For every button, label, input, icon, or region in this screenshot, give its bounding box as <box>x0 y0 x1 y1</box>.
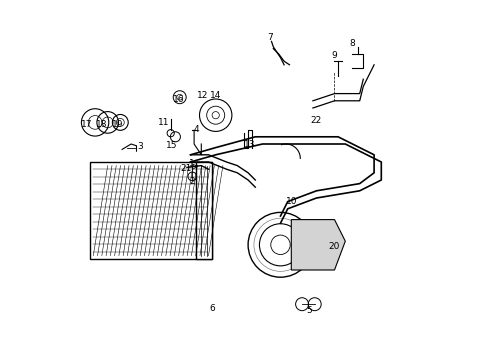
Text: 18: 18 <box>95 120 107 129</box>
Bar <box>196 162 212 259</box>
Text: 17: 17 <box>81 120 93 129</box>
Text: 7: 7 <box>267 33 273 42</box>
Text: 2: 2 <box>189 177 195 186</box>
Text: 10: 10 <box>285 197 297 206</box>
Text: 16: 16 <box>173 95 184 104</box>
Text: 12: 12 <box>197 91 208 100</box>
Text: 13: 13 <box>244 140 255 149</box>
Text: 6: 6 <box>209 304 215 313</box>
Text: 22: 22 <box>309 116 321 125</box>
Text: 1: 1 <box>189 159 195 168</box>
Text: 8: 8 <box>348 39 354 48</box>
Bar <box>89 162 212 259</box>
Text: 19: 19 <box>112 120 123 129</box>
Text: 5: 5 <box>306 306 311 315</box>
Text: 20: 20 <box>328 242 340 251</box>
Text: 3: 3 <box>137 143 142 152</box>
Text: 21: 21 <box>180 164 191 173</box>
Text: 15: 15 <box>166 141 177 150</box>
Text: 11: 11 <box>158 118 169 127</box>
Text: 14: 14 <box>209 91 221 100</box>
Text: 9: 9 <box>330 51 336 60</box>
Polygon shape <box>291 220 345 270</box>
Text: 4: 4 <box>193 125 198 134</box>
